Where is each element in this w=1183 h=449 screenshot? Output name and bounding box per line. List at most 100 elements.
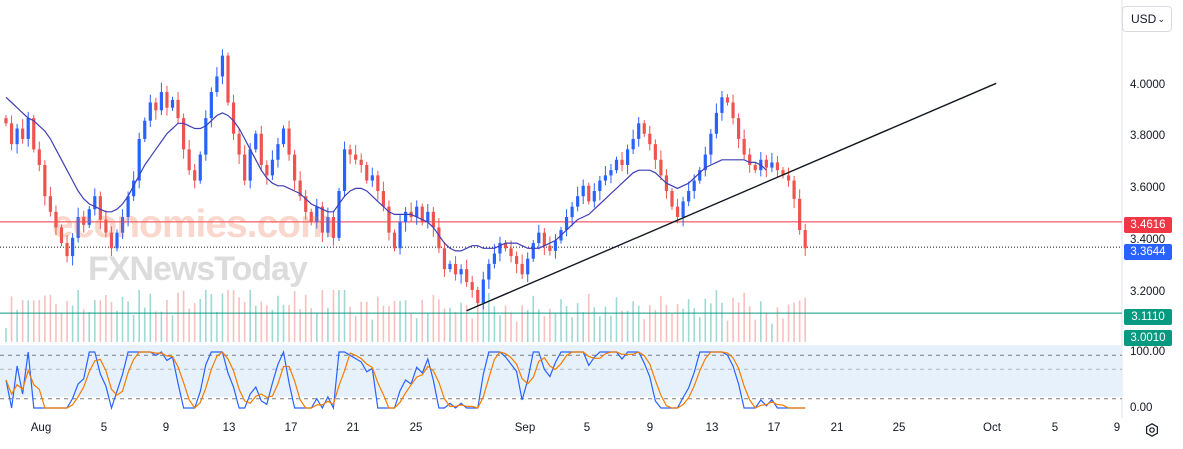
volume-bar xyxy=(116,310,118,342)
candle-body xyxy=(786,175,791,181)
volume-bar xyxy=(193,303,196,342)
volume-bar xyxy=(571,317,573,342)
volume-bar xyxy=(438,299,440,342)
volume-bar xyxy=(21,300,24,342)
volume-bar xyxy=(282,304,285,342)
volume-bar xyxy=(476,300,479,342)
volume-bar xyxy=(149,293,152,342)
candle-body xyxy=(465,269,469,283)
volume-bar xyxy=(321,290,324,342)
candle-body xyxy=(570,206,574,218)
watermark-fxnewstoday: FXNewsToday xyxy=(88,250,308,288)
volume-bar xyxy=(77,290,79,342)
volume-bar xyxy=(787,304,790,342)
volume-bar xyxy=(66,301,68,342)
volume-bar xyxy=(105,295,107,342)
candle-body xyxy=(115,232,119,249)
candle-body xyxy=(231,102,236,134)
candle-body xyxy=(764,159,768,168)
volume-bar xyxy=(499,315,501,342)
volume-bar xyxy=(88,311,91,342)
candle-body xyxy=(453,263,458,275)
candle-body xyxy=(293,154,297,181)
volume-bar xyxy=(793,302,795,342)
volume-bar xyxy=(776,307,779,342)
chevron-down-icon: ⌄ xyxy=(1157,13,1165,24)
volume-bar xyxy=(754,319,757,342)
candle-body xyxy=(76,217,80,238)
date-label-aug-17: 17 xyxy=(284,422,298,434)
candle-body xyxy=(21,128,25,139)
volume-bar xyxy=(654,309,657,342)
candle-body xyxy=(692,180,696,191)
volume-bar xyxy=(260,301,263,342)
volume-bar xyxy=(199,299,202,342)
volume-bar xyxy=(626,310,629,342)
chart-settings-button[interactable] xyxy=(1143,421,1161,439)
candle-body xyxy=(276,144,280,160)
candle-body xyxy=(98,196,102,220)
oscillator-band xyxy=(0,345,1122,397)
candle-body xyxy=(215,76,219,93)
volume-bar xyxy=(693,308,695,342)
candle-body xyxy=(9,123,14,145)
volume-bar xyxy=(338,290,340,342)
candle-body xyxy=(259,133,263,165)
trendline xyxy=(466,82,997,312)
candle-body xyxy=(337,191,341,238)
volume-bar xyxy=(593,307,596,342)
candle-body xyxy=(387,206,391,233)
candle-body xyxy=(320,206,324,233)
candle-body xyxy=(709,133,713,155)
candle-body xyxy=(725,97,730,103)
candle-body xyxy=(620,159,624,165)
volume-bar xyxy=(671,313,673,342)
candle-body xyxy=(792,180,796,199)
volume-bar xyxy=(482,300,485,342)
volume-bar xyxy=(71,305,74,342)
support-1-price-tag: 3.1110 xyxy=(1124,309,1172,325)
candle-body xyxy=(659,159,663,176)
candle-body xyxy=(237,133,241,155)
candle-body xyxy=(254,133,258,150)
volume-bar xyxy=(549,308,551,342)
volume-bar xyxy=(621,310,623,342)
date-label-sep-25: 25 xyxy=(892,422,906,434)
currency-label: USD xyxy=(1131,12,1157,26)
candle-body xyxy=(132,180,136,197)
volume-bar xyxy=(121,296,124,342)
price-tick-3-6: 3.6000 xyxy=(1130,182,1166,194)
volume-bar xyxy=(637,305,640,342)
volume-bar xyxy=(615,297,618,342)
volume-bar xyxy=(804,297,806,342)
candle-body xyxy=(287,128,291,155)
candle-body xyxy=(392,232,397,249)
volume-bar xyxy=(216,311,218,342)
resistance-price-tag: 3.4616 xyxy=(1124,217,1172,233)
volume-bar xyxy=(427,313,429,342)
candle-body xyxy=(714,112,718,134)
candle-body xyxy=(520,263,524,275)
volume-bar xyxy=(554,313,557,342)
volume-bar xyxy=(798,300,801,342)
volume-bar xyxy=(604,306,607,342)
volume-bar xyxy=(27,300,29,342)
date-label-sep-17: 17 xyxy=(767,422,781,434)
oscillator-tick-0: 0.00 xyxy=(1130,402,1153,414)
candle-body xyxy=(798,198,802,231)
price-tick-3-8: 3.8000 xyxy=(1130,130,1166,142)
volume-bar xyxy=(38,299,41,342)
volume-bar xyxy=(599,316,601,342)
volume-bar xyxy=(110,301,113,342)
candle-body xyxy=(698,170,702,181)
currency-select[interactable]: USD ⌄ xyxy=(1122,6,1172,32)
volume-bar xyxy=(743,292,745,342)
volume-bar xyxy=(760,301,762,342)
candle-body xyxy=(204,118,208,155)
date-label-aug-21: 21 xyxy=(346,422,360,434)
volume-bar xyxy=(177,292,179,342)
candle-body xyxy=(154,102,158,111)
volume-bar xyxy=(521,305,523,342)
